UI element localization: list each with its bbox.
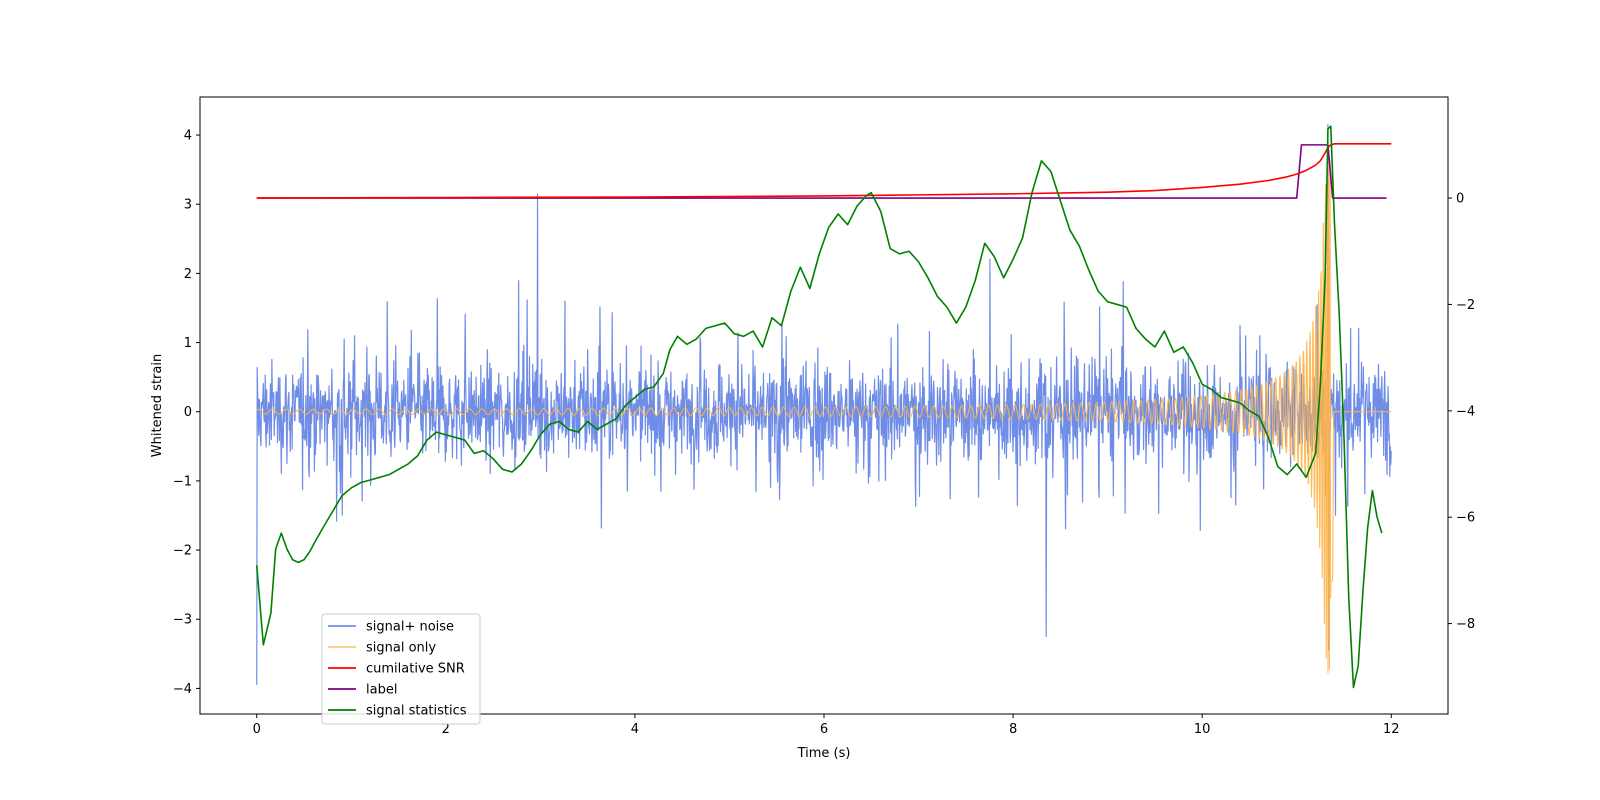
y-axis-right: 0 −2 −4 −6 −8 (1448, 192, 1475, 632)
legend-entry: signal+ noise (328, 620, 454, 635)
y2-tick-label: −8 (1456, 617, 1475, 632)
legend-label: label (366, 683, 397, 698)
y-axis-left: 4 3 2 1 0 −1 −2 −3 −4 (173, 129, 200, 697)
y-axis-label: Whitened strain (150, 354, 165, 457)
plot-series (255, 124, 1392, 689)
x-tick-label: 12 (1383, 722, 1400, 737)
y-tick-label: −2 (173, 544, 192, 559)
series-signal-only (256, 159, 1392, 674)
legend-label: signal only (366, 641, 436, 656)
y2-tick-label: 0 (1456, 192, 1464, 207)
x-tick-label: 4 (631, 722, 639, 737)
y-tick-label: −3 (173, 613, 192, 628)
y2-tick-label: −6 (1456, 511, 1475, 526)
x-tick-label: 8 (1009, 722, 1017, 737)
series-label (256, 144, 1387, 199)
x-tick-label: 6 (820, 722, 828, 737)
x-axis-label: Time (s) (797, 746, 851, 761)
y-tick-label: 0 (184, 405, 192, 420)
legend-label: cumilative SNR (366, 662, 465, 677)
legend-entry: label (328, 683, 397, 698)
y-tick-label: 3 (184, 198, 192, 213)
legend-entry: signal statistics (328, 704, 467, 719)
legend-label: signal statistics (366, 704, 467, 719)
x-tick-label: 2 (442, 722, 450, 737)
y2-tick-label: −4 (1456, 404, 1475, 419)
legend-entry: signal only (328, 641, 436, 656)
y-tick-label: −4 (173, 682, 192, 697)
y-tick-label: 4 (184, 129, 192, 144)
series-signal-statistics (255, 125, 1383, 689)
y2-tick-label: −2 (1456, 298, 1475, 313)
y-tick-label: −1 (173, 474, 192, 489)
y-tick-label: 2 (184, 267, 192, 282)
legend-entry: cumilative SNR (328, 662, 465, 677)
y-tick-label: 1 (184, 336, 192, 351)
x-tick-label: 0 (253, 722, 261, 737)
x-tick-label: 10 (1194, 722, 1211, 737)
legend-label: signal+ noise (366, 620, 454, 635)
legend: signal+ noise signal only cumilative SNR la… (321, 613, 481, 725)
legend-box (321, 613, 481, 725)
